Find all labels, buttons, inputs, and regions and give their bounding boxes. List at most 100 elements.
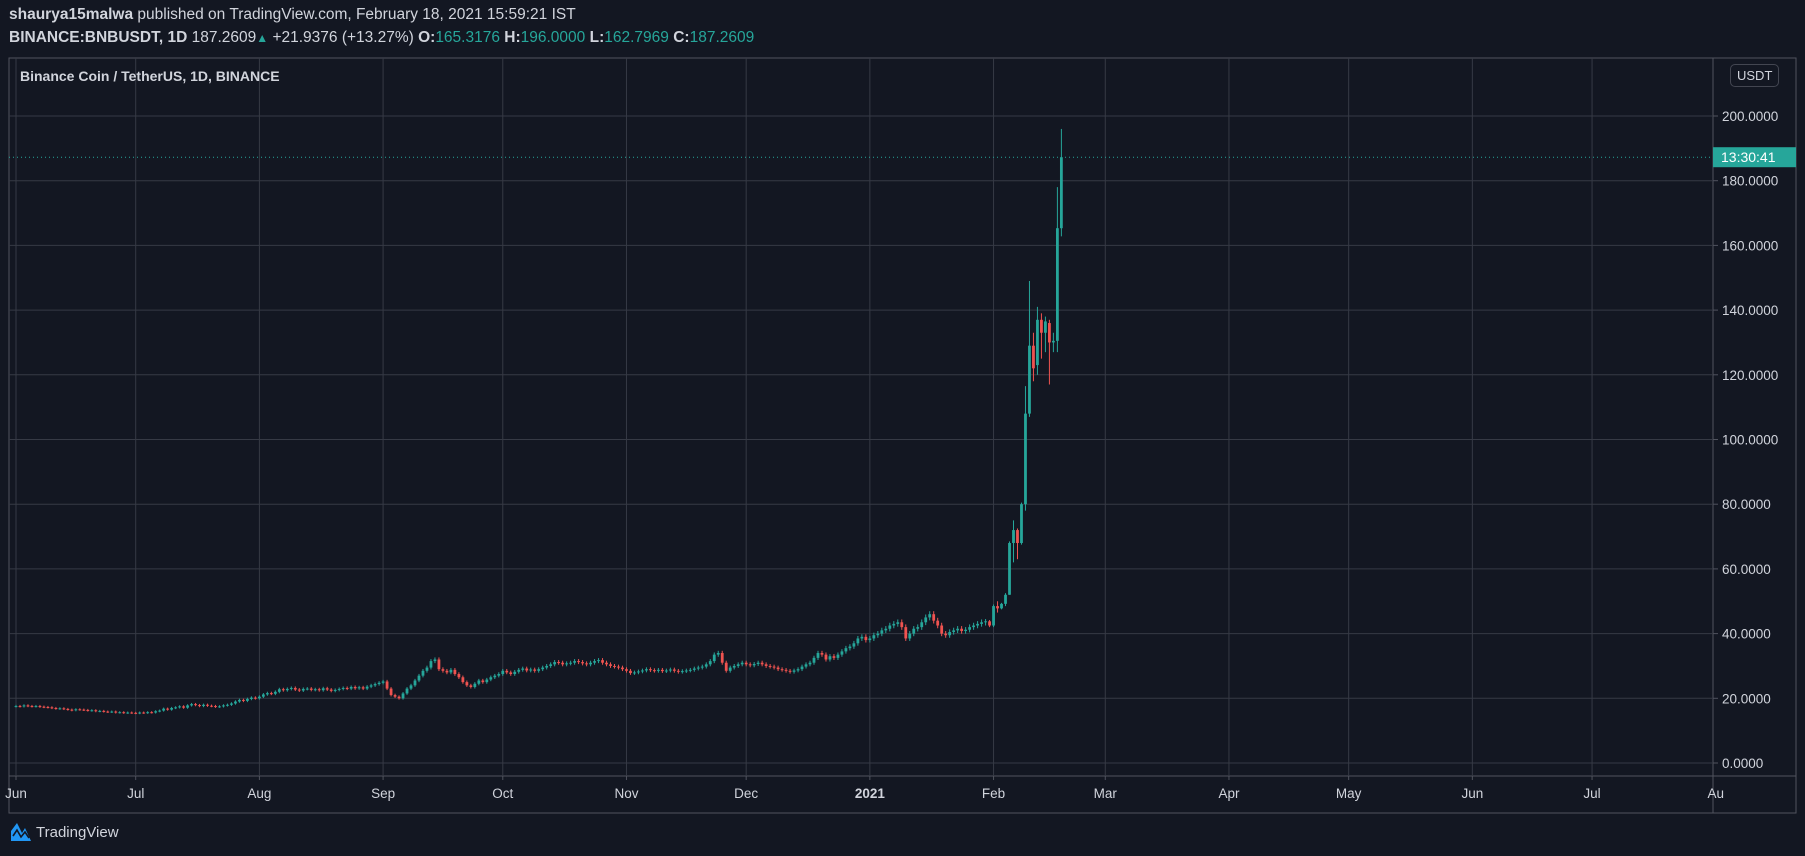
symbol-summary: BINANCE:BNBUSDT, 1D 187.2609▲ +21.9376 (… (9, 29, 754, 47)
candle-up (313, 689, 317, 691)
tradingview-brand-text: TradingView (36, 823, 119, 841)
candle-down (62, 708, 66, 710)
time-tick-label: Apr (1218, 786, 1240, 801)
candle-down (944, 633, 948, 636)
candle-down (42, 706, 46, 708)
candle-down (676, 670, 680, 672)
candle-up (868, 638, 872, 641)
candle-up (700, 666, 704, 668)
candle-down (54, 708, 58, 710)
candle-up (740, 662, 744, 665)
candle-down (621, 667, 624, 670)
time-tick-label: Oct (492, 786, 513, 801)
candle-up (892, 623, 896, 626)
candle-up (597, 660, 600, 662)
candle-up (952, 630, 956, 632)
candle-up (956, 628, 960, 631)
tradingview-logo[interactable]: TradingView (9, 821, 119, 843)
candle-down (122, 712, 126, 714)
candle-up (696, 667, 700, 669)
candle-down (649, 669, 652, 671)
candle-down (114, 711, 118, 713)
candle-up (796, 669, 800, 671)
candle-up (449, 669, 453, 673)
candle-down (38, 706, 42, 708)
candle-down (784, 669, 788, 671)
candle-down (385, 681, 389, 689)
candle-up (920, 622, 924, 628)
candle-down (760, 662, 764, 665)
candle-up (250, 697, 253, 699)
candle-down (66, 708, 70, 710)
close-label: C: (673, 29, 690, 46)
candle-down (389, 688, 393, 696)
candle-down (577, 661, 580, 663)
candle-up (808, 662, 812, 665)
price-tick-label: 160.0000 (1722, 238, 1778, 253)
candle-down (904, 627, 908, 639)
candle-down (481, 680, 485, 683)
candle-up (226, 704, 229, 706)
candle-up (417, 675, 421, 681)
candle-up (1059, 157, 1063, 229)
up-triangle-icon: ▲ (256, 31, 269, 45)
candle-down (194, 704, 197, 706)
publish-info: shaurya15malwa published on TradingView.… (9, 6, 576, 24)
candle-down (206, 704, 209, 706)
time-tick-label: Mar (1094, 786, 1118, 801)
candle-up (704, 664, 708, 667)
candle-down (505, 670, 509, 673)
candle-down (724, 662, 728, 671)
candle-down (824, 654, 828, 660)
high-label: H: (504, 29, 521, 46)
candle-up (349, 686, 353, 689)
candle-up (972, 625, 975, 628)
candle-down (106, 711, 110, 713)
candle-down (242, 699, 245, 701)
candle-down (748, 664, 752, 666)
price-tick-label: 60.0000 (1722, 562, 1771, 577)
candle-up (405, 688, 409, 694)
price-tick-label: 40.0000 (1722, 627, 1771, 642)
candle-up (98, 710, 102, 712)
candle-down (672, 669, 676, 671)
author-name[interactable]: shaurya15malwa (9, 6, 134, 23)
close-value: 187.2609 (689, 29, 755, 46)
last-price: 187.2609 (191, 29, 257, 46)
candle-down (50, 707, 54, 709)
candle-down (509, 672, 513, 675)
candle-up (836, 654, 840, 658)
time-tick-label: Nov (614, 786, 638, 801)
published-text: published on TradingView.com, February 1… (137, 6, 576, 23)
candle-up (234, 701, 237, 704)
candle-up (692, 668, 696, 670)
price-tick-label: 200.0000 (1722, 109, 1778, 124)
candle-down (1048, 323, 1051, 343)
price-tick-label: 0.0000 (1722, 756, 1763, 771)
currency-button[interactable]: USDT (1730, 64, 1780, 87)
candle-down (142, 712, 146, 714)
candle-down (166, 708, 170, 710)
candle-down (940, 625, 944, 634)
candle-up (684, 670, 688, 672)
candle-down (613, 665, 616, 667)
time-tick-label: May (1336, 786, 1362, 801)
candle-down (309, 688, 313, 690)
candle-down (744, 662, 748, 665)
candle-up (908, 633, 912, 639)
candle-down (720, 653, 724, 663)
candle-down (441, 669, 445, 671)
candle-up (501, 670, 505, 675)
candle-down (1016, 530, 1019, 544)
candle-up (664, 670, 668, 672)
candle-up (792, 670, 796, 672)
time-tick-label: Jul (1583, 786, 1600, 801)
candle-up (633, 672, 636, 674)
candle-up (589, 662, 592, 665)
candle-down (130, 712, 134, 714)
candle-up (246, 698, 249, 701)
candle-up (637, 671, 640, 673)
candle-down (281, 689, 285, 691)
candle-up (162, 708, 166, 711)
